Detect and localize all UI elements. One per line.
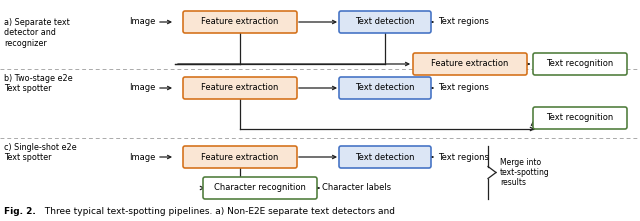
FancyBboxPatch shape [413,53,527,75]
Text: Feature extraction: Feature extraction [202,152,278,162]
Text: Text regions: Text regions [438,84,489,93]
FancyBboxPatch shape [339,11,431,33]
Text: Text detection: Text detection [355,84,415,93]
Text: Text regions: Text regions [438,152,489,162]
Text: Image: Image [129,17,155,27]
Text: Character labels: Character labels [322,183,391,192]
Text: Text detection: Text detection [355,17,415,27]
FancyBboxPatch shape [183,11,297,33]
Text: Merge into
text-spotting
results: Merge into text-spotting results [500,158,550,187]
FancyBboxPatch shape [533,53,627,75]
Text: Text regions: Text regions [438,17,489,27]
Text: Feature extraction: Feature extraction [431,59,509,69]
Text: Text detection: Text detection [355,152,415,162]
Text: Character recognition: Character recognition [214,183,306,192]
Text: Feature extraction: Feature extraction [202,84,278,93]
FancyBboxPatch shape [183,77,297,99]
Text: a) Separate text
detector and
recognizer: a) Separate text detector and recognizer [4,18,70,48]
Text: c) Single-shot e2e
Text spotter: c) Single-shot e2e Text spotter [4,143,77,162]
Text: b) Two-stage e2e
Text spotter: b) Two-stage e2e Text spotter [4,74,72,93]
Text: Text recognition: Text recognition [547,59,614,69]
FancyBboxPatch shape [533,107,627,129]
FancyBboxPatch shape [339,77,431,99]
Text: Image: Image [129,152,155,162]
FancyBboxPatch shape [339,146,431,168]
FancyBboxPatch shape [183,146,297,168]
Text: Image: Image [129,84,155,93]
Text: Feature extraction: Feature extraction [202,17,278,27]
Text: Fig. 2.: Fig. 2. [4,208,36,217]
Text: Text recognition: Text recognition [547,114,614,122]
FancyBboxPatch shape [203,177,317,199]
Text: Three typical text-spotting pipelines. a) Non-E2E separate text detectors and: Three typical text-spotting pipelines. a… [42,208,395,217]
